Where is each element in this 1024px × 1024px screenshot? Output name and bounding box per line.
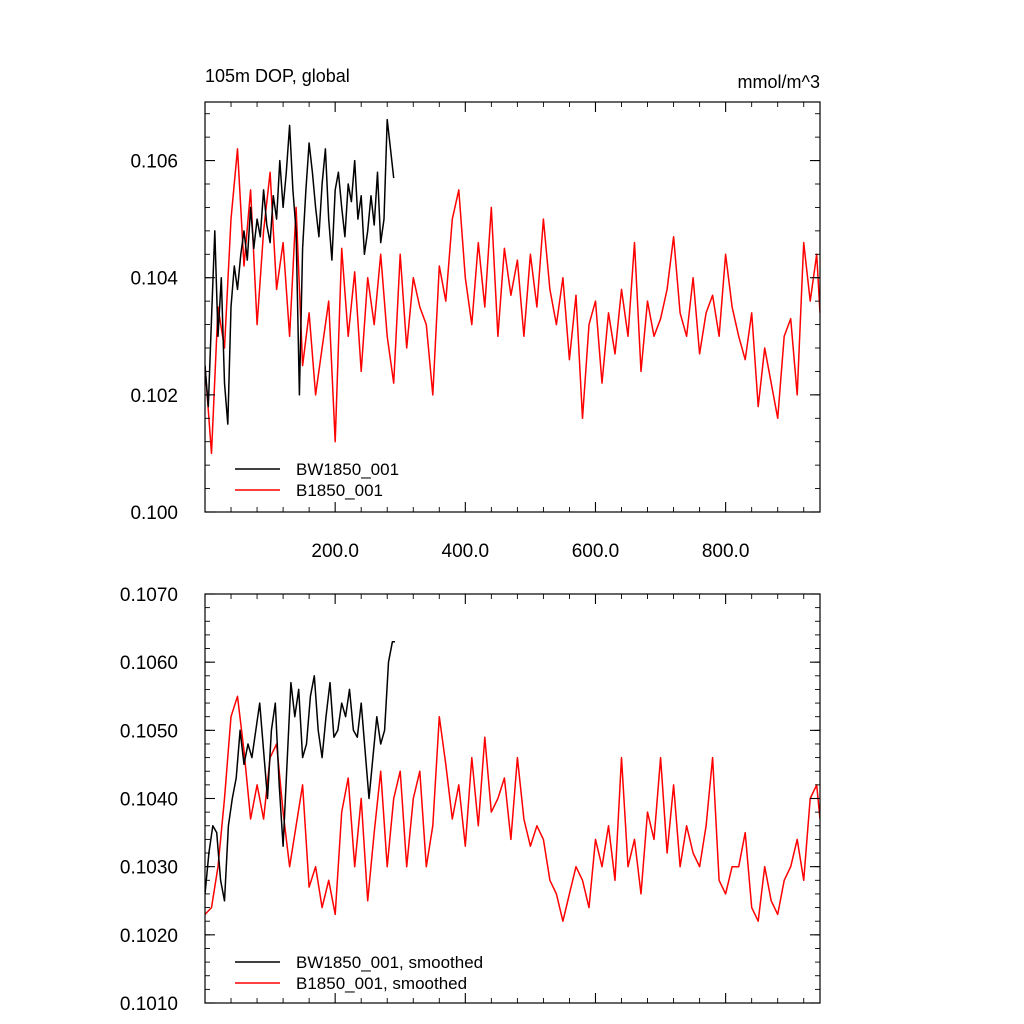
y-tick-label: 0.1020 — [120, 926, 178, 947]
bottom-plot-area: 0.1010 0.1020 0.1030 0.1040 0.1050 0.1060 0.10… — [120, 585, 821, 1015]
plot-frame — [204, 101, 821, 513]
y-tick-label: 0.102 — [130, 386, 178, 407]
y-tick-label: 0.100 — [130, 503, 178, 524]
series-line-0 — [205, 640, 395, 902]
x-tick-label: 400.0 — [442, 541, 490, 562]
legend-label-bw1850-smoothed: BW1850_001, smoothed — [296, 953, 483, 972]
x-tick-label: 600.0 — [572, 541, 620, 562]
legend-label-b1850: B1850_001 — [296, 481, 383, 500]
x-tick-label: 200.0 — [311, 541, 359, 562]
bottom-legend: BW1850_001, smoothed B1850_001, smoothed — [235, 953, 483, 993]
y-tick-label: 0.1060 — [120, 653, 178, 674]
y-tick-label: 0.1070 — [120, 585, 178, 606]
legend-label-b1850-smoothed: B1850_001, smoothed — [296, 974, 467, 993]
series-line-1 — [205, 695, 820, 922]
y-tick-label: 0.1010 — [120, 994, 178, 1015]
y-tick-label: 0.1050 — [120, 721, 178, 742]
top-panel: 105m DOP, global mmol/m^3 0.1000.1020.10… — [130, 66, 821, 562]
series-group — [205, 640, 820, 922]
y-axis: 0.1010 0.1020 0.1030 0.1040 0.1050 0.1060 0.10… — [120, 585, 820, 1015]
series-group — [205, 118, 820, 455]
series-line-1 — [205, 148, 820, 455]
x-axis: 200.0 400.0 600.0 800.0 — [230, 102, 805, 562]
legend-label-bw1850: BW1850_001 — [296, 460, 399, 479]
y-tick-label: 0.104 — [130, 269, 178, 290]
y-tick-label: 0.1040 — [120, 790, 178, 811]
x-axis — [230, 594, 805, 1003]
y-tick-label: 0.106 — [130, 152, 178, 173]
top-chart-title: 105m DOP, global — [205, 66, 350, 86]
series-line-0 — [205, 118, 395, 425]
y-axis: 0.100 0.102 0.104 0.106 — [130, 113, 820, 524]
x-tick-label: 800.0 — [702, 541, 750, 562]
bottom-panel: 0.1010 0.1020 0.1030 0.1040 0.1050 0.1060 0.10… — [120, 585, 821, 1015]
top-legend: BW1850_001 B1850_001 — [235, 460, 399, 500]
top-chart-units: mmol/m^3 — [738, 72, 820, 92]
top-plot-area: 0.100 0.102 0.104 0.106 200.0 400.0 600.0 800.0 — [130, 101, 821, 562]
plot-frame — [204, 593, 821, 1004]
y-tick-label: 0.1030 — [120, 858, 178, 879]
